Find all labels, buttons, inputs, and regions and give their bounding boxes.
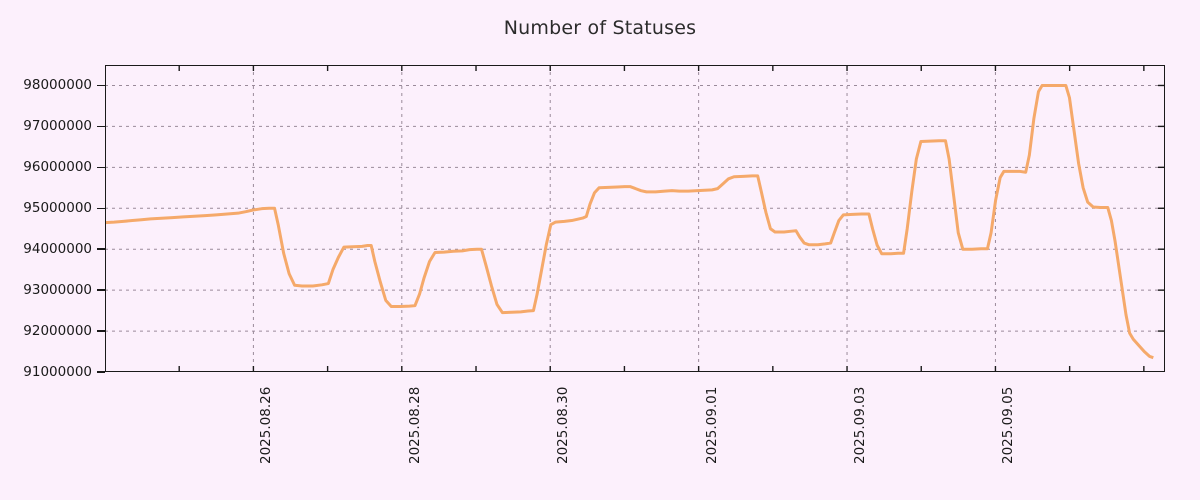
x-axis-tick-label: 2025.09.05 [1000, 386, 1017, 464]
y-axis-tick-mark [97, 125, 105, 128]
y-axis-tick-label: 95000000 [23, 200, 92, 217]
top-axis-ticks [105, 65, 1145, 71]
x-axis-tick-label: 2025.09.03 [852, 386, 869, 464]
y-axis-tick-label: 94000000 [23, 241, 92, 258]
y-axis-tick-mark [97, 166, 105, 169]
vertical-gridlines [252, 65, 996, 372]
page-title: Number of Statuses [503, 17, 697, 39]
y-axis-tick-mark [97, 248, 105, 250]
x-axis-tick-label: 2025.08.30 [555, 386, 572, 464]
y-axis-tick-label: 96000000 [23, 159, 92, 176]
y-axis-tick-label: 91000000 [23, 364, 92, 380]
y-axis-tick-mark [97, 84, 105, 87]
plot-area [105, 65, 1165, 372]
x-axis-tick-label: 2025.08.26 [258, 386, 275, 464]
y-axis-tick-mark [97, 289, 105, 291]
data-series-line [105, 83, 1154, 360]
plot-frame-border [105, 65, 1165, 372]
y-axis-tick-label: 93000000 [23, 282, 92, 299]
x-axis-tick-label: 2025.09.01 [703, 386, 720, 464]
y-axis-tick-label: 97000000 [23, 118, 92, 135]
y-axis-tick-label: 98000000 [23, 77, 92, 94]
y-axis-tick-mark [97, 371, 105, 373]
x-axis-tick-label: 2025.08.28 [406, 386, 423, 464]
y-axis-tick-mark [97, 207, 105, 210]
right-axis-ticks [1158, 84, 1165, 372]
y-axis-tick-label: 92000000 [23, 323, 92, 340]
y-axis-tick-mark [97, 330, 105, 332]
